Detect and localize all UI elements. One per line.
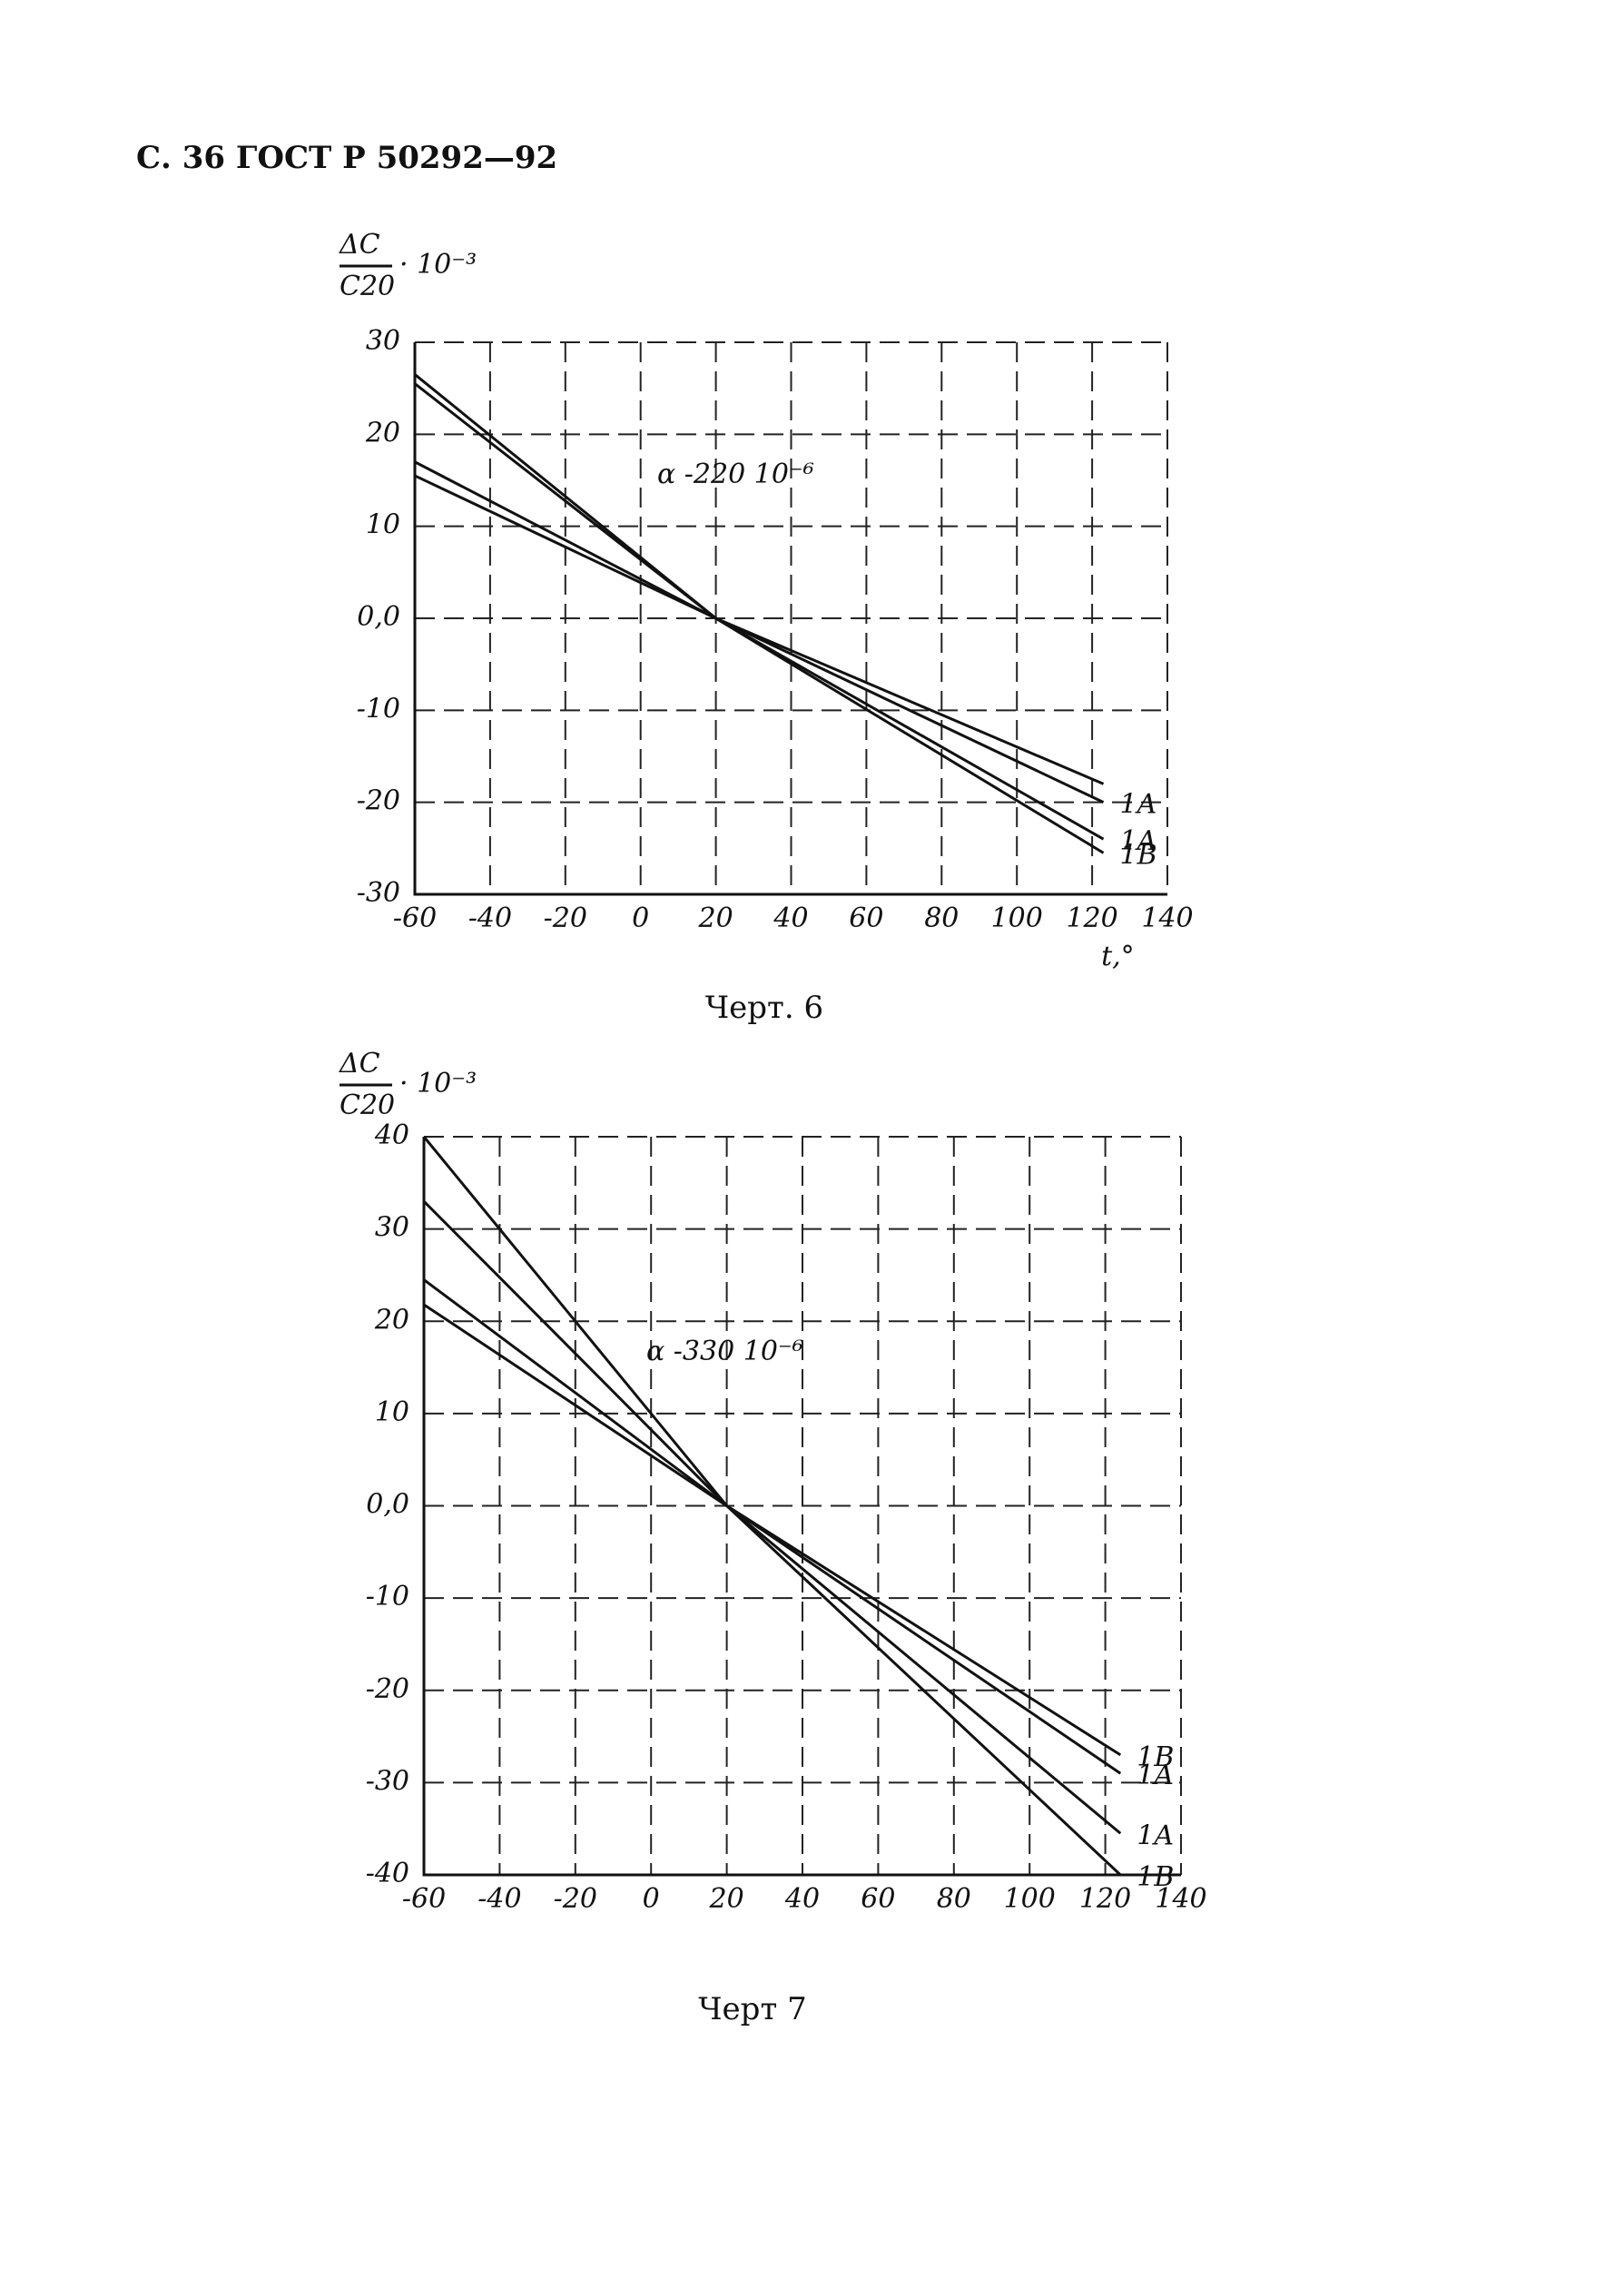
x-tick-label: -60	[402, 1883, 446, 1915]
data-line	[414, 382, 1105, 841]
y-tick-label: 20	[365, 417, 400, 449]
y-tick-label: -30	[366, 1765, 409, 1797]
line-label: 1A	[1120, 789, 1157, 821]
y-tick-label: 10	[366, 509, 400, 541]
annotation: α -220 10⁻⁶	[657, 459, 814, 490]
page-header: С. 36 ГОСТ Р 50292—92	[136, 140, 557, 176]
y-tick-label: -10	[357, 693, 400, 725]
y-label-factor: · 10⁻³	[399, 249, 477, 281]
x-tick-label: -60	[393, 902, 437, 934]
axes-frame	[413, 342, 1167, 896]
y-tick-label: -40	[366, 1858, 409, 1889]
x-tick-label: 20	[698, 902, 733, 934]
axes-frame	[422, 1137, 1181, 1877]
y-tick-label: -30	[357, 877, 400, 909]
x-tick-label: 0	[643, 1883, 660, 1915]
caption: Черт. 6	[705, 990, 823, 1026]
x-tick-label: -40	[477, 1883, 521, 1915]
line-label: 1A	[1120, 825, 1157, 857]
x-tick-label: 80	[924, 902, 959, 934]
y-tick-label: 20	[374, 1304, 409, 1336]
data-line	[414, 474, 1105, 785]
x-tick-label: 60	[861, 1883, 895, 1915]
y-label-numerator: ΔC	[339, 1048, 380, 1080]
data-line	[422, 1200, 1122, 1835]
y-tick-label: 0,0	[357, 601, 400, 633]
y-label-denominator: C20	[340, 1090, 395, 1121]
line-label: 1B	[1137, 1741, 1174, 1773]
y-label-factor: · 10⁻³	[399, 1068, 477, 1100]
y-tick-label: 40	[374, 1119, 409, 1151]
y-label-numerator: ΔC	[339, 229, 380, 261]
y-tick-label: 10	[375, 1396, 409, 1428]
y-tick-label: 0,0	[366, 1489, 409, 1521]
x-tick-label: 40	[773, 902, 808, 934]
y-tick-label: -20	[366, 1673, 409, 1705]
x-label: t,°	[1101, 941, 1135, 972]
y-tick-label: -10	[366, 1581, 409, 1612]
x-tick-label: 0	[632, 902, 649, 934]
y-tick-label: -20	[357, 785, 400, 817]
annotation: α -330 10⁻⁶	[646, 1336, 803, 1367]
x-tick-label: -20	[554, 1883, 597, 1915]
line-label: 1A	[1137, 1819, 1174, 1851]
x-tick-label: 100	[991, 902, 1043, 934]
y-label-denominator: C20	[340, 271, 395, 302]
data-line	[414, 460, 1105, 804]
x-tick-label: -40	[468, 902, 512, 934]
line-label: 1A	[1137, 1760, 1174, 1791]
x-tick-label: -20	[544, 902, 587, 934]
x-tick-label: 120	[1066, 902, 1117, 934]
x-tick-label: 140	[1155, 1883, 1206, 1915]
data-line	[423, 1303, 1122, 1757]
x-tick-label: 140	[1141, 902, 1193, 934]
caption: Черт 7	[698, 1991, 806, 2027]
y-tick-label: 30	[366, 325, 400, 357]
line-label: 1B	[1137, 1861, 1174, 1893]
x-tick-label: 120	[1079, 1883, 1131, 1915]
x-tick-label: 40	[784, 1883, 820, 1915]
x-tick-label: 20	[709, 1883, 744, 1915]
x-tick-label: 60	[849, 902, 883, 934]
line-label: 1B	[1120, 839, 1157, 871]
x-tick-label: 100	[1004, 1883, 1056, 1915]
y-tick-label: 30	[375, 1212, 409, 1244]
x-tick-label: 80	[937, 1883, 971, 1915]
